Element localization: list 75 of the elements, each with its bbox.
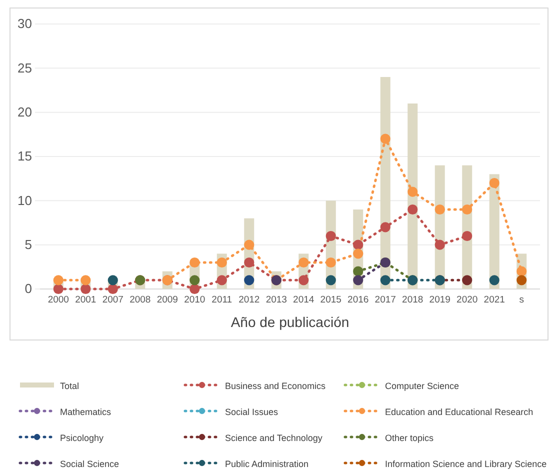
point	[53, 275, 64, 286]
point	[216, 275, 227, 286]
legend-label: Business and Economics	[225, 381, 326, 391]
point	[516, 275, 527, 286]
point	[190, 257, 200, 268]
point	[434, 204, 445, 215]
point	[108, 284, 118, 294]
point	[489, 275, 500, 286]
x-tick-label: 2019	[429, 294, 450, 306]
point	[353, 275, 364, 286]
point	[408, 204, 418, 215]
point	[216, 257, 227, 268]
point	[380, 134, 390, 144]
y-tick-label: 15	[18, 148, 32, 164]
legend-label: Education and Educational Research	[385, 407, 534, 417]
x-tick-label: 2008	[130, 294, 151, 306]
legend-label: Computer Science	[385, 381, 460, 391]
x-tick-label: 2000	[48, 294, 69, 306]
x-tick-label: 2014	[293, 294, 314, 306]
legend-label: Other topics	[385, 433, 434, 443]
point	[53, 284, 64, 294]
point	[190, 275, 200, 286]
x-tick-label: 2011	[212, 294, 232, 306]
x-tick-label: 2009	[156, 294, 178, 306]
point	[108, 275, 118, 286]
point	[489, 178, 500, 188]
x-tick-label: s	[519, 294, 524, 306]
x-tick-label: 2001	[75, 294, 96, 306]
point	[434, 240, 445, 250]
point	[244, 240, 254, 250]
point	[326, 275, 336, 286]
point	[380, 275, 390, 286]
legend-label: Public Administration	[225, 459, 309, 469]
x-tick-label: 2007	[102, 294, 124, 306]
point	[353, 248, 364, 259]
legend-label: Total	[60, 381, 80, 391]
y-tick-label: 5	[24, 236, 32, 252]
point	[353, 240, 364, 250]
point	[298, 275, 309, 286]
point	[408, 186, 418, 197]
point	[244, 275, 254, 286]
point	[380, 222, 390, 232]
legend-label: Science and Technology	[225, 433, 323, 443]
x-tick-label: 2015	[320, 294, 342, 306]
y-tick-label: 25	[18, 60, 32, 76]
y-tick-label: 20	[18, 104, 32, 120]
point	[462, 204, 472, 215]
x-tick-label: 2018	[402, 294, 424, 306]
x-tick-label: 2021	[484, 294, 505, 306]
point	[244, 257, 254, 268]
point	[516, 266, 527, 276]
point	[462, 275, 472, 286]
y-tick-label: 30	[18, 16, 32, 32]
y-tick-label: 10	[18, 192, 32, 208]
point	[326, 230, 336, 242]
point	[298, 257, 309, 268]
legend-label: Psicologhy	[60, 433, 104, 443]
x-tick-label: 2013	[266, 294, 287, 306]
point	[190, 284, 200, 294]
legend-label: Mathematics	[60, 407, 112, 417]
point	[80, 284, 91, 294]
point	[326, 257, 336, 268]
x-tick-label: 2020	[456, 294, 478, 306]
y-tick-label: 0	[24, 281, 32, 296]
x-tick-label: 2012	[238, 294, 260, 306]
point	[353, 266, 364, 276]
x-tick-label: 2017	[374, 294, 396, 306]
x-axis-title: Año de publicación	[230, 314, 350, 330]
x-tick-label: 2010	[184, 294, 206, 306]
legend-label: Social Issues	[225, 407, 279, 417]
x-tick-label: 2016	[348, 294, 369, 306]
legend-label: Information Science and Library Science	[385, 459, 547, 469]
legend-label: Social Science	[60, 459, 120, 469]
point	[80, 275, 91, 286]
point	[462, 230, 472, 242]
